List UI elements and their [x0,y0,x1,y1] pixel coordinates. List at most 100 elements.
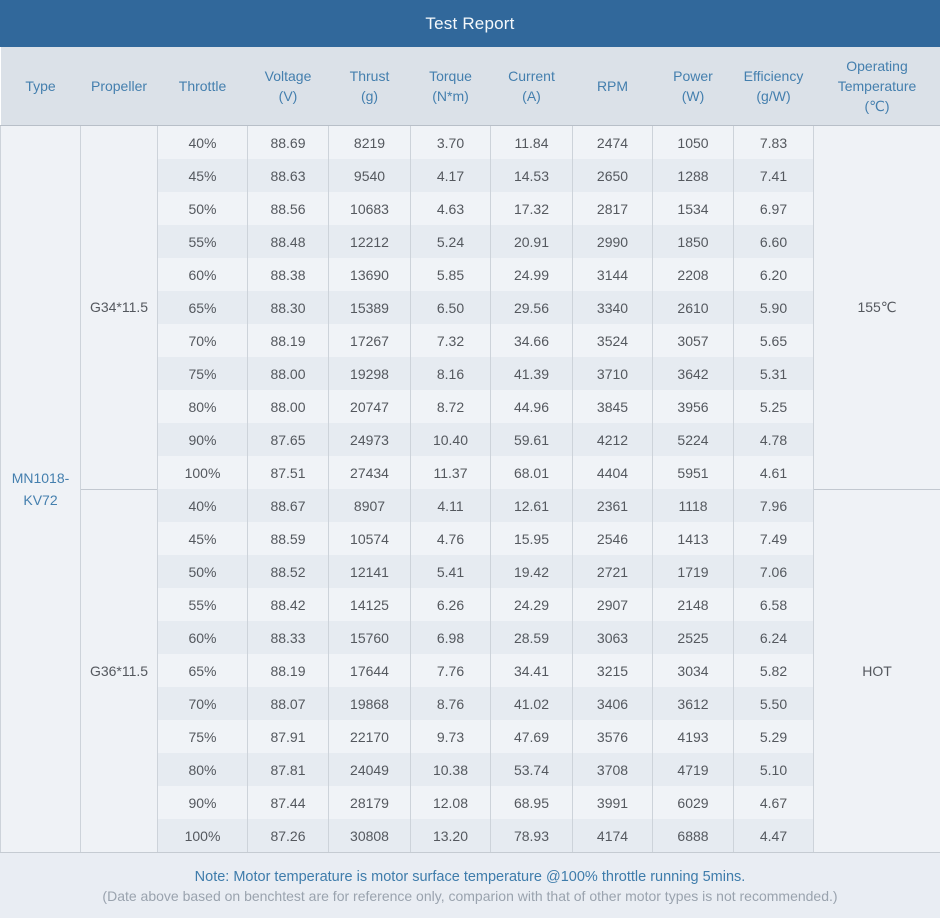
throttle-cell: 60% [157,621,248,654]
current-cell: 12.61 [490,489,573,522]
table-row: 65% 88.19 17644 7.76 34.41 3215 3034 5.82 [1,654,940,687]
table-row: 45% 88.59 10574 4.76 15.95 2546 1413 7.49 [1,522,940,555]
power-cell: 3612 [652,687,734,720]
efficiency-cell: 6.24 [733,621,814,654]
torque-cell: 5.41 [410,555,491,588]
table-header-row: Type Propeller Throttle Voltage (V) Thrust (… [0,47,940,126]
column-header-current: Current (A) [490,47,573,126]
torque-cell: 12.08 [410,786,491,819]
throttle-cell: 100% [157,456,248,489]
voltage-cell: 87.26 [247,819,329,852]
rpm-cell: 4212 [572,423,653,456]
thrust-cell: 13690 [328,258,411,291]
efficiency-cell: 4.78 [733,423,814,456]
efficiency-cell: 7.96 [733,489,814,522]
column-header-efficiency: Efficiency (g/W) [733,47,814,126]
table-row: 90% 87.65 24973 10.40 59.61 4212 5224 4.78 [1,423,940,456]
voltage-cell: 88.42 [247,588,329,621]
thrust-cell: 17267 [328,324,411,357]
thrust-cell: 19868 [328,687,411,720]
torque-cell: 11.37 [410,456,491,489]
thrust-cell: 8219 [328,125,411,159]
power-cell: 1050 [652,125,734,159]
table-row: 65% 88.30 15389 6.50 29.56 3340 2610 5.90 [1,291,940,324]
rpm-cell: 3991 [572,786,653,819]
torque-cell: 4.11 [410,489,491,522]
rpm-cell: 3845 [572,390,653,423]
efficiency-cell: 5.82 [733,654,814,687]
operating-temperature-cell: 155℃ [813,125,940,489]
current-cell: 24.99 [490,258,573,291]
current-cell: 20.91 [490,225,573,258]
column-header-rpm: RPM [572,47,653,126]
rpm-cell: 2650 [572,159,653,192]
efficiency-cell: 5.90 [733,291,814,324]
current-cell: 19.42 [490,555,573,588]
throttle-cell: 100% [157,819,248,852]
torque-cell: 4.17 [410,159,491,192]
thrust-cell: 27434 [328,456,411,489]
column-header-power: Power (W) [652,47,734,126]
table-row: 55% 88.48 12212 5.24 20.91 2990 1850 6.60 [1,225,940,258]
thrust-cell: 8907 [328,489,411,522]
thrust-cell: 9540 [328,159,411,192]
power-cell: 4719 [652,753,734,786]
power-cell: 3057 [652,324,734,357]
thrust-cell: 22170 [328,720,411,753]
voltage-cell: 87.44 [247,786,329,819]
voltage-cell: 88.56 [247,192,329,225]
current-cell: 68.95 [490,786,573,819]
rpm-cell: 2546 [572,522,653,555]
throttle-cell: 90% [157,423,248,456]
voltage-cell: 88.19 [247,654,329,687]
voltage-cell: 88.69 [247,125,329,159]
voltage-cell: 88.00 [247,357,329,390]
voltage-cell: 88.33 [247,621,329,654]
thrust-cell: 28179 [328,786,411,819]
rpm-cell: 4174 [572,819,653,852]
thrust-cell: 17644 [328,654,411,687]
throttle-cell: 80% [157,390,248,423]
torque-cell: 6.50 [410,291,491,324]
power-cell: 1118 [652,489,734,522]
power-cell: 5224 [652,423,734,456]
rpm-cell: 3215 [572,654,653,687]
efficiency-cell: 4.47 [733,819,814,852]
thrust-cell: 15760 [328,621,411,654]
column-header-thrust: Thrust (g) [328,47,411,126]
throttle-cell: 55% [157,225,248,258]
rpm-cell: 2990 [572,225,653,258]
thrust-cell: 14125 [328,588,411,621]
table-row: MN1018-KV72 G34*11.5 40% 88.69 8219 3.70 11.84… [0,125,940,852]
table-row: 50% 88.56 10683 4.63 17.32 2817 1534 6.97 [1,192,940,225]
efficiency-cell: 5.50 [733,687,814,720]
power-cell: 1850 [652,225,734,258]
voltage-cell: 88.07 [247,687,329,720]
rpm-cell: 3406 [572,687,653,720]
thrust-cell: 15389 [328,291,411,324]
throttle-cell: 70% [157,324,248,357]
torque-cell: 8.16 [410,357,491,390]
voltage-cell: 88.67 [247,489,329,522]
rpm-cell: 3710 [572,357,653,390]
current-cell: 53.74 [490,753,573,786]
table-row: 45% 88.63 9540 4.17 14.53 2650 1288 7.41 [1,159,940,192]
power-cell: 1413 [652,522,734,555]
power-cell: 1288 [652,159,734,192]
throttle-cell: 60% [157,258,248,291]
efficiency-cell: 6.60 [733,225,814,258]
torque-cell: 6.98 [410,621,491,654]
torque-cell: 7.32 [410,324,491,357]
throttle-cell: 80% [157,753,248,786]
power-cell: 2610 [652,291,734,324]
current-cell: 14.53 [490,159,573,192]
torque-cell: 10.38 [410,753,491,786]
rpm-cell: 2721 [572,555,653,588]
power-cell: 5951 [652,456,734,489]
voltage-cell: 87.91 [247,720,329,753]
voltage-cell: 88.38 [247,258,329,291]
table-row: 55% 88.42 14125 6.26 24.29 2907 2148 6.58 [1,588,940,621]
power-cell: 6888 [652,819,734,852]
current-cell: 68.01 [490,456,573,489]
power-cell: 3956 [652,390,734,423]
